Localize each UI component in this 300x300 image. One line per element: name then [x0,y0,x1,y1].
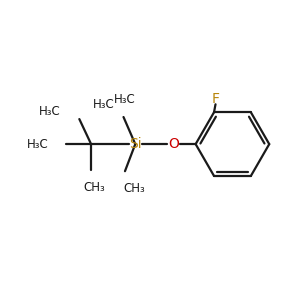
Text: CH₃: CH₃ [83,181,105,194]
Text: H₃C: H₃C [93,98,115,111]
Text: H₃C: H₃C [27,138,48,151]
Text: F: F [212,92,220,106]
Text: H₃C: H₃C [114,93,136,106]
Text: H₃C: H₃C [38,105,60,118]
Text: O: O [168,137,179,151]
Text: CH₃: CH₃ [123,182,145,195]
Text: Si: Si [129,137,142,151]
